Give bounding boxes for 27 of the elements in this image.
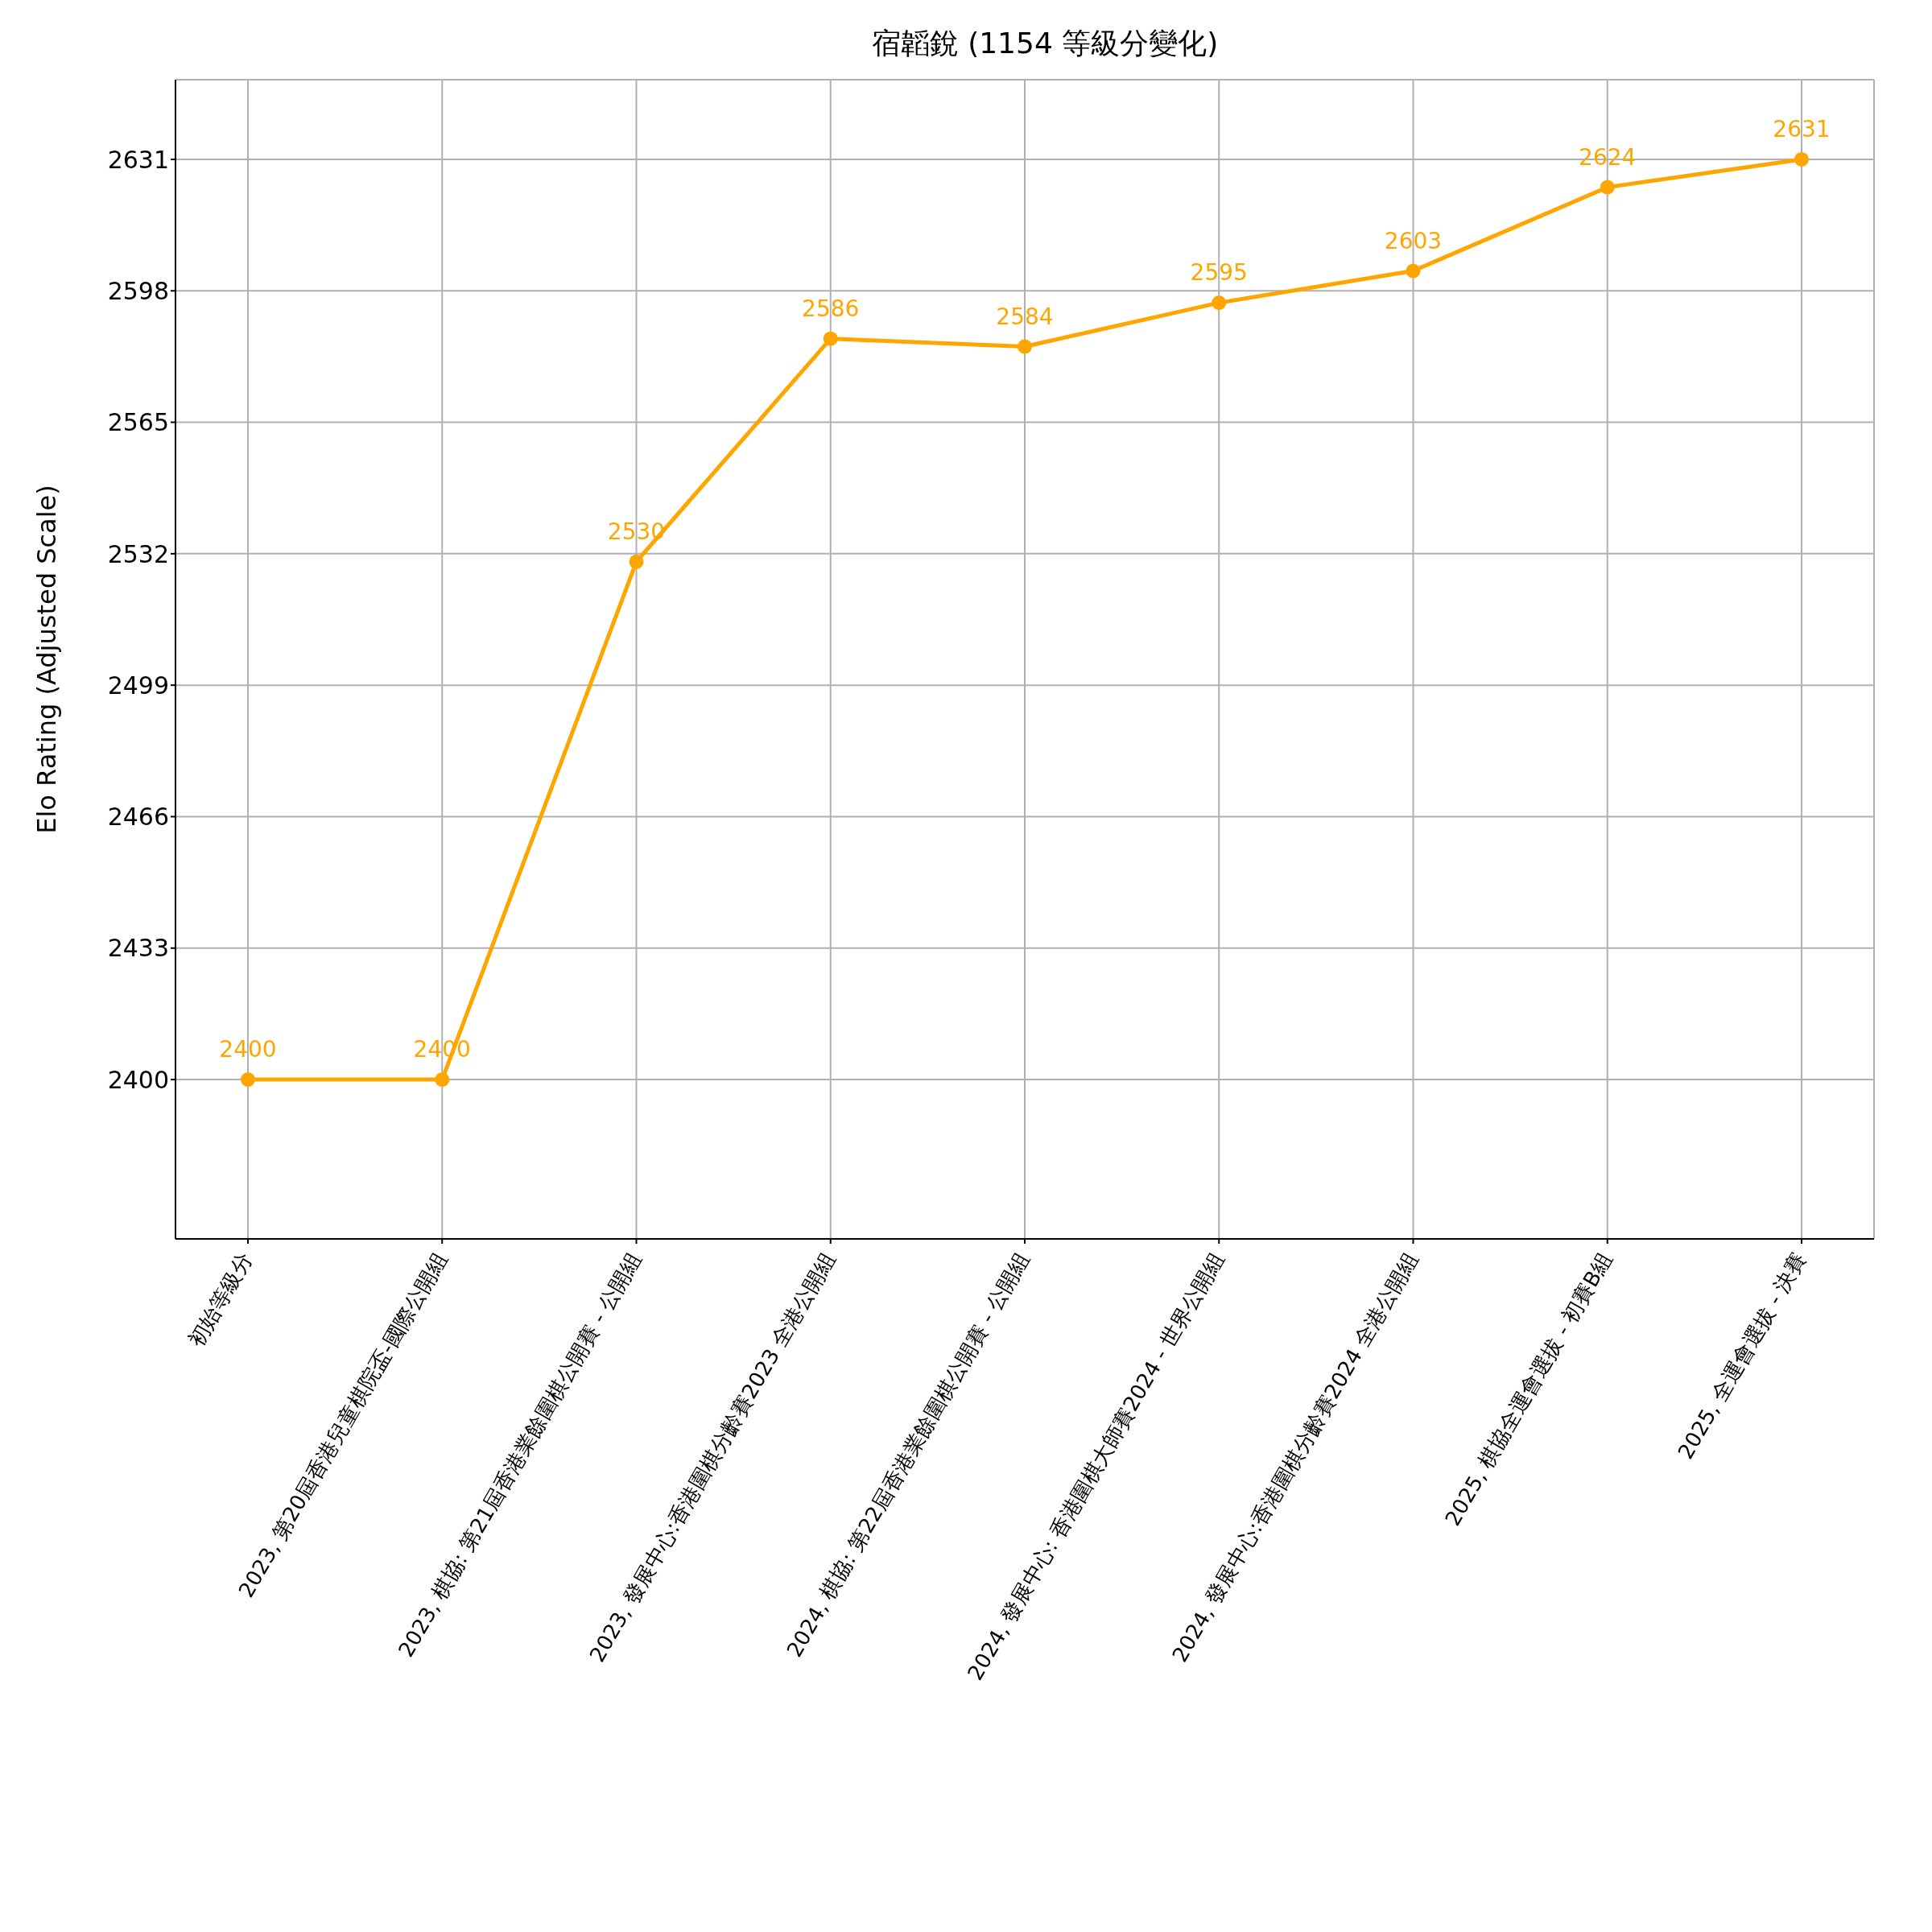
y-tick-label: 2499: [107, 671, 169, 700]
data-label: 2400: [219, 1036, 277, 1063]
y-tick-label: 2565: [107, 408, 169, 437]
data-label: 2595: [1190, 259, 1248, 287]
data-label: 2631: [1773, 115, 1831, 142]
point: [1794, 151, 1809, 167]
data-label: 2586: [802, 295, 860, 322]
point: [1212, 295, 1227, 311]
y-tick-label: 2466: [107, 803, 169, 832]
chart-title: 宿韜銳 (1154 等級分變化): [870, 26, 1220, 61]
point: [823, 331, 838, 346]
point: [435, 1072, 450, 1088]
point: [241, 1072, 255, 1088]
x-tick-label: 初始等級分: [184, 1248, 258, 1352]
point: [629, 554, 644, 569]
point: [1406, 263, 1421, 279]
data-label: 2624: [1579, 143, 1637, 171]
y-tick-label: 2400: [107, 1065, 169, 1094]
y-tick-label: 2631: [107, 145, 169, 174]
data-label: 2584: [996, 303, 1054, 330]
y-tick-label: 2433: [107, 934, 169, 963]
y-tick-label: 2532: [107, 539, 169, 568]
point: [1600, 180, 1615, 195]
y-tick-label: 2598: [107, 276, 169, 305]
y-axis-title: Elo Rating (Adjusted Scale): [31, 485, 63, 834]
point: [1018, 339, 1032, 354]
data-label: 2603: [1384, 227, 1443, 254]
